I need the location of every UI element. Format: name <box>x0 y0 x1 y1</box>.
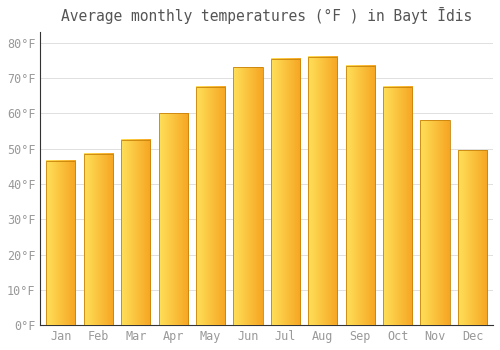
Title: Average monthly temperatures (°F ) in Bayt Īdis: Average monthly temperatures (°F ) in Ba… <box>61 7 472 24</box>
